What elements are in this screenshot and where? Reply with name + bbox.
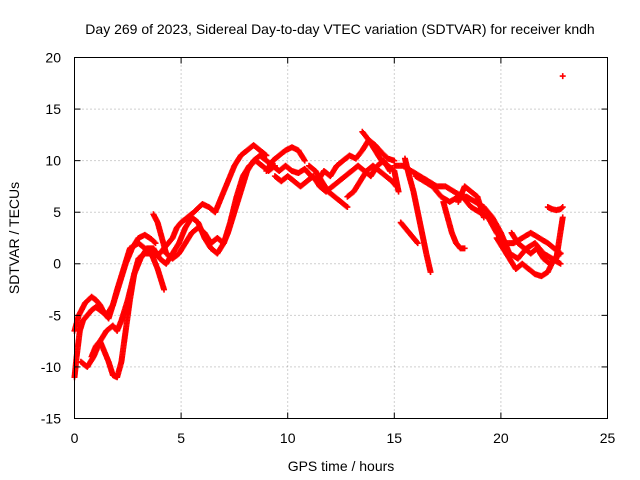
data-point [152,240,159,247]
data-point [557,260,564,267]
y-tick-labels: -15 -10 -5 0 5 10 15 20 [41,50,61,427]
data-point [161,286,168,293]
plot-frame [74,57,608,419]
data-points [71,73,566,381]
y-tick-label: 20 [45,50,61,66]
tick-layer [74,57,608,419]
series-track-h [263,144,308,174]
series-track-s [508,214,566,267]
y-tick-label: 0 [53,256,61,272]
data-point [414,240,421,247]
x-tick-label: 15 [387,430,403,446]
x-tick-label: 20 [493,430,509,446]
y-tick-label: 5 [53,204,61,220]
x-tick-label: 0 [71,430,79,446]
data-point [413,239,420,246]
y-tick-label: 15 [45,101,61,117]
series-track-t [544,204,566,214]
data-point [151,239,158,246]
data-point [343,203,350,210]
x-tick-label: 5 [177,430,185,446]
data-point [559,204,566,211]
y-tick-label: 10 [45,153,61,169]
series-track-b [71,142,270,334]
x-tick-label: 10 [280,430,296,446]
data-point [559,73,566,80]
data-point [262,151,269,158]
series-outlier [559,73,566,80]
x-tick-label: 25 [600,430,616,446]
series-track-c [77,157,278,370]
series-track-q [455,183,487,221]
data-point [395,188,402,195]
data-point [391,157,398,164]
y-tick-label: -15 [41,411,61,427]
series-track-p [440,198,468,252]
data-point [263,152,270,159]
y-tick-label: -10 [41,359,61,375]
chart-title: Day 269 of 2023, Sidereal Day-to-day VTE… [85,21,594,37]
data-point [480,214,487,221]
x-tick-labels: 0 5 10 15 20 25 [71,430,616,446]
series-track-m [401,155,434,276]
series-track-l [397,219,421,247]
series-track-i [306,162,351,211]
data-point [301,157,308,164]
x-axis-label: GPS time / hours [288,458,395,474]
data-point [427,269,434,276]
y-tick-label: -5 [49,307,62,323]
data-point [344,204,351,211]
data-point [461,245,468,252]
series-track-d [88,250,168,381]
data-point [559,214,566,221]
data-point [558,205,565,212]
series-track-k [359,128,402,195]
y-axis-label: SDTVAR / TECUs [6,182,22,294]
